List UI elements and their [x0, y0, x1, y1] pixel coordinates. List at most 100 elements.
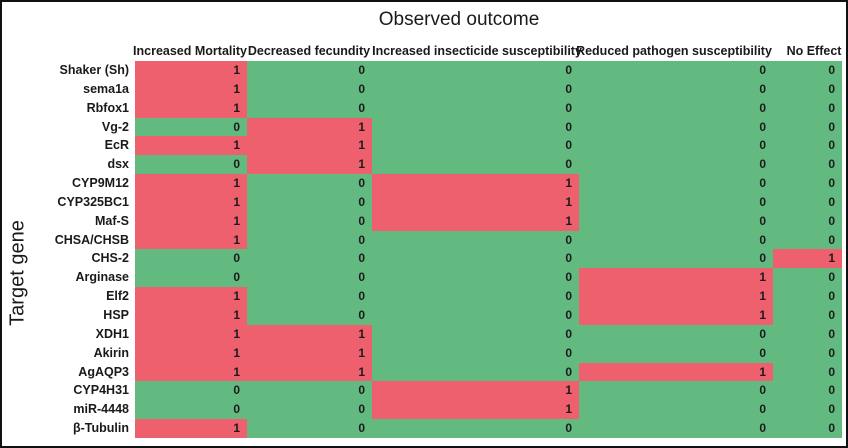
heatmap-cell: 0 — [135, 381, 247, 401]
heatmap-cell: 0 — [773, 305, 842, 325]
heatmap-cell: 0 — [773, 400, 842, 420]
heatmap-cell: 0 — [247, 249, 372, 269]
heatmap-cell: 0 — [247, 174, 372, 193]
heatmap-cell: 0 — [247, 381, 372, 401]
heatmap-cell: 1 — [579, 287, 773, 306]
heatmap-cell: 0 — [247, 268, 372, 288]
row-label: Arginase — [75, 270, 130, 285]
row-label: dsx — [107, 157, 129, 172]
heatmap-cell: 0 — [135, 249, 247, 269]
row-label: β-Tubulin — [73, 421, 129, 436]
heatmap-cell: 0 — [135, 400, 247, 420]
heatmap-cell: 0 — [372, 305, 579, 325]
heatmap-cell: 0 — [135, 117, 247, 137]
row-label: HSP — [103, 307, 129, 322]
heatmap-cell: 0 — [247, 211, 372, 231]
heatmap-cell: 0 — [773, 136, 842, 156]
heatmap-cell: 1 — [372, 400, 579, 420]
heatmap-cell: 1 — [135, 174, 247, 193]
heatmap-cell: 0 — [135, 155, 247, 175]
row-label: sema1a — [83, 81, 129, 96]
heatmap-cell: 0 — [773, 174, 842, 193]
heatmap-cell: 0 — [773, 381, 842, 401]
heatmap-cell: 0 — [372, 117, 579, 137]
heatmap-cell: 0 — [372, 79, 579, 99]
heatmap-cell: 0 — [773, 268, 842, 288]
heatmap-cell: 0 — [579, 324, 773, 344]
heatmap-cell: 0 — [372, 419, 579, 438]
heatmap-cell: 0 — [372, 324, 579, 344]
heatmap-cell: 1 — [247, 362, 372, 382]
heatmap-cell: 0 — [579, 79, 773, 99]
row-label: miR-4448 — [73, 402, 129, 417]
heatmap-cell: 1 — [135, 419, 247, 438]
heatmap-cell: 0 — [372, 287, 579, 306]
heatmap-cell: 1 — [372, 381, 579, 401]
heatmap-cell: 0 — [773, 98, 842, 118]
heatmap-cell: 0 — [773, 117, 842, 137]
row-label: Maf-S — [94, 213, 129, 228]
row-label: CHSA/CHSB — [54, 232, 129, 247]
heatmap-cell: 1 — [372, 211, 579, 231]
column-header: Decreased fecundity — [247, 44, 371, 58]
heatmap-cell: 1 — [247, 136, 372, 156]
heatmap-cell: 0 — [773, 155, 842, 175]
row-label: Rbfox1 — [86, 100, 129, 115]
heatmap-cell: 1 — [579, 268, 773, 288]
column-header: Reduced pathogen susceptibility — [576, 44, 772, 58]
heatmap-cell: 0 — [372, 136, 579, 156]
row-label: Vg-2 — [101, 119, 129, 134]
heatmap-cell: 0 — [372, 61, 579, 80]
heatmap-cell: 0 — [247, 305, 372, 325]
heatmap-cell: 1 — [579, 362, 773, 382]
heatmap-cell: 0 — [579, 381, 773, 401]
heatmap-cell: 0 — [773, 287, 842, 306]
heatmap-cell: 0 — [247, 61, 372, 80]
heatmap-cell: 0 — [773, 230, 842, 250]
heatmap-cell: 0 — [247, 287, 372, 306]
heatmap-cell: 1 — [773, 249, 842, 269]
heatmap-cell: 1 — [247, 155, 372, 175]
heatmap-cell: 1 — [247, 343, 372, 363]
heatmap-cell: 0 — [579, 136, 773, 156]
heatmap-cell: 0 — [579, 174, 773, 193]
column-header: No Effect — [786, 44, 842, 58]
heatmap-cell: 1 — [135, 362, 247, 382]
heatmap-cell: 0 — [773, 362, 842, 382]
heatmap-cell: 0 — [773, 192, 842, 212]
row-label: Elf2 — [106, 289, 129, 304]
heatmap-cell: 1 — [579, 305, 773, 325]
row-label: CHS-2 — [91, 251, 129, 266]
heatmap-cell: 0 — [247, 98, 372, 118]
heatmap-cell: 1 — [247, 117, 372, 137]
heatmap-cell: 0 — [579, 400, 773, 420]
row-label: Shaker (Sh) — [59, 63, 129, 77]
heatmap-cell: 1 — [135, 324, 247, 344]
heatmap-cell: 0 — [579, 230, 773, 250]
heatmap-cell: 0 — [579, 155, 773, 175]
chart-title: Observed outcome — [378, 9, 540, 30]
heatmap-cell: 0 — [773, 61, 842, 80]
heatmap-cell: 1 — [135, 287, 247, 306]
heatmap-cell: 1 — [135, 136, 247, 156]
heatmap-cell: 1 — [135, 192, 247, 212]
heatmap-cell: 1 — [135, 61, 247, 80]
heatmap-cell: 1 — [135, 211, 247, 231]
heatmap-cell: 0 — [579, 343, 773, 363]
column-header: Increased insecticide susceptibility — [372, 44, 582, 58]
column-header: Increased Mortality — [133, 44, 247, 58]
row-label: CYP4H31 — [73, 383, 129, 398]
heatmap-cell: 0 — [579, 419, 773, 438]
row-labels: Shaker (Sh) sema1a Rbfox1 Vg-2 EcR dsx CYP9M12… — [2, 61, 129, 438]
heatmap-cell: 0 — [773, 79, 842, 99]
heatmap-cell: 0 — [579, 98, 773, 118]
heatmap-cell: 0 — [372, 362, 579, 382]
column-headers: Increased Mortality Decreased fecundity In… — [2, 43, 846, 60]
heatmap-cell: 1 — [372, 174, 579, 193]
heatmap-cell: 0 — [579, 211, 773, 231]
heatmap-cell: 1 — [247, 324, 372, 344]
heatmap-cell: 0 — [247, 419, 372, 438]
heatmap-cell: 0 — [247, 400, 372, 420]
